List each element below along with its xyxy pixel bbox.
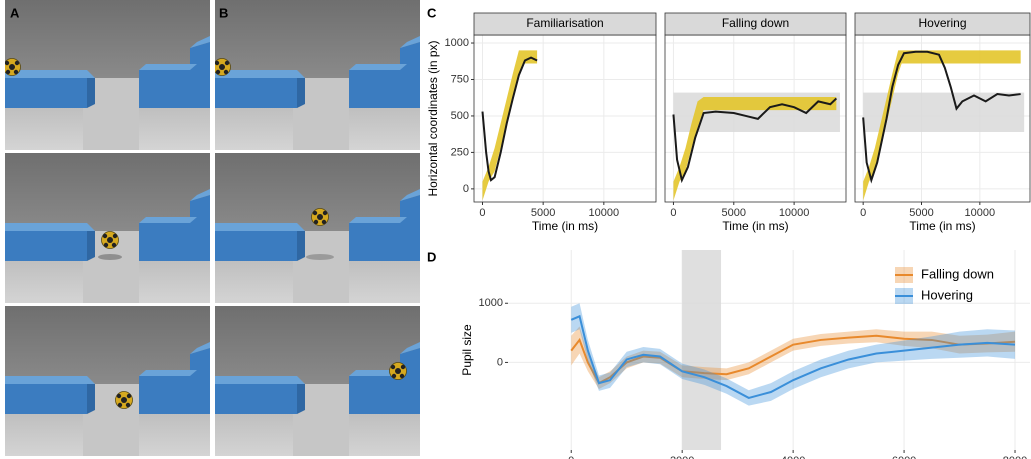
y-tick-label: 250	[451, 146, 469, 158]
scene	[215, 0, 420, 150]
band	[482, 50, 538, 201]
scene	[215, 306, 420, 456]
x-tick-label: 5000	[722, 207, 746, 219]
panel-label: C	[427, 5, 437, 20]
data-line	[672, 97, 838, 184]
x-tick-label: 0	[479, 207, 485, 219]
band	[673, 96, 837, 201]
x-tick-label: 0	[860, 207, 866, 219]
x-tick-label: 10000	[589, 207, 620, 219]
scene	[5, 306, 210, 456]
scene	[215, 153, 420, 303]
x-tick-label: 2000	[670, 455, 694, 459]
strip-title: Hovering	[918, 16, 966, 30]
x-axis-label: Time (in ms)	[909, 219, 975, 233]
strip-title: Familiarisation	[526, 16, 603, 30]
y-tick-label: 750	[451, 73, 469, 85]
y-tick-label: 500	[451, 110, 469, 122]
x-tick-label: 8000	[1003, 455, 1027, 459]
ball	[213, 58, 231, 76]
x-tick-label: 5000	[531, 207, 555, 219]
data-line	[570, 334, 1016, 385]
y-tick-label: 0	[463, 183, 469, 195]
plot-background	[474, 35, 656, 202]
strip	[854, 12, 1031, 36]
band	[571, 326, 1016, 390]
x-axis-label: Time (in ms)	[532, 219, 598, 233]
data-line	[862, 50, 1021, 184]
data-line	[481, 56, 538, 182]
y-axis-label: Horizontal coordinates (in px)	[426, 40, 440, 196]
y-tick-label: 0	[497, 356, 503, 368]
x-tick-label: 0	[568, 455, 574, 459]
shaded-region	[682, 250, 722, 450]
x-tick-label: 10000	[779, 207, 810, 219]
legend-label: Hovering	[921, 287, 973, 302]
shadow	[306, 254, 334, 260]
gutter	[5, 303, 415, 306]
strip-title: Falling down	[722, 16, 789, 30]
y-tick-label: 1000	[445, 37, 469, 49]
ball	[3, 58, 21, 76]
y-tick-label: 1000	[479, 297, 503, 309]
strip	[473, 12, 657, 36]
data-line	[570, 314, 1016, 399]
ball	[389, 362, 407, 380]
x-tick-label: 6000	[892, 455, 916, 459]
band	[571, 303, 1016, 406]
panel-label: B	[219, 5, 228, 20]
shadow	[98, 254, 122, 260]
gutter	[5, 150, 415, 153]
x-tick-label: 0	[670, 207, 676, 219]
x-tick-label: 4000	[781, 455, 805, 459]
legend-label: Falling down	[921, 266, 994, 281]
panel-label: D	[427, 249, 436, 264]
scene-panels	[0, 0, 420, 459]
ball	[115, 391, 133, 409]
x-axis-label: Time (in ms)	[722, 219, 788, 233]
y-axis-label: Pupil size	[460, 324, 474, 376]
x-tick-label: 5000	[909, 207, 933, 219]
ball	[101, 231, 119, 249]
plot-background	[508, 250, 1030, 450]
strip	[664, 12, 847, 36]
scene	[5, 0, 210, 150]
gutter	[0, 0, 5, 459]
ball	[311, 208, 329, 226]
gutter	[210, 0, 215, 459]
x-tick-label: 10000	[965, 207, 996, 219]
scene	[5, 153, 210, 303]
panel-label: A	[10, 5, 20, 20]
